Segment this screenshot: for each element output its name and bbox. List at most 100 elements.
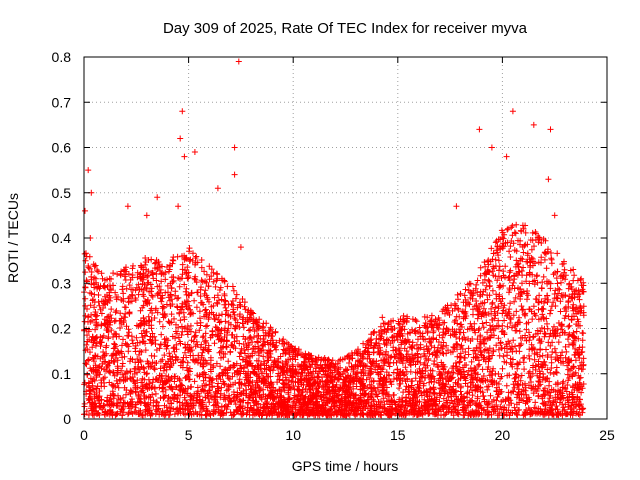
data-point	[119, 283, 126, 290]
data-point	[149, 391, 156, 398]
data-point	[227, 348, 234, 355]
data-point	[512, 230, 519, 237]
data-point	[493, 238, 500, 245]
data-point	[419, 333, 426, 340]
data-point	[573, 310, 580, 317]
data-point	[335, 408, 342, 415]
data-point	[186, 326, 193, 333]
data-point	[258, 370, 265, 377]
data-point	[416, 378, 423, 384]
data-point	[470, 306, 476, 313]
data-point	[140, 389, 147, 396]
data-point	[224, 329, 230, 336]
data-point	[357, 386, 364, 393]
data-point	[206, 263, 213, 270]
data-point	[122, 277, 129, 283]
data-point	[500, 240, 506, 247]
data-point	[548, 359, 555, 366]
data-point	[200, 333, 207, 340]
data-point	[331, 403, 338, 410]
data-point	[404, 330, 411, 337]
data-point	[375, 363, 382, 370]
data-point	[547, 342, 554, 349]
data-point	[440, 350, 447, 357]
data-point	[503, 341, 510, 348]
data-point	[349, 376, 356, 383]
data-point	[406, 398, 413, 404]
data-point	[90, 354, 96, 361]
data-point	[95, 268, 102, 275]
data-point	[125, 299, 132, 306]
data-point	[444, 302, 451, 309]
data-point	[530, 334, 536, 341]
data-point	[464, 371, 471, 378]
data-point	[467, 398, 473, 405]
data-point	[501, 358, 508, 365]
data-point	[483, 271, 490, 278]
data-point	[485, 257, 492, 264]
data-point	[539, 352, 546, 359]
data-point	[547, 310, 553, 317]
data-point	[342, 407, 348, 414]
data-point	[493, 247, 500, 254]
data-point	[151, 333, 158, 340]
data-point	[513, 411, 520, 418]
data-point	[507, 320, 514, 326]
data-point	[113, 411, 120, 418]
data-point	[563, 388, 570, 395]
data-point	[184, 390, 191, 397]
data-point	[524, 252, 531, 259]
data-point	[327, 378, 334, 385]
data-point	[270, 396, 277, 403]
data-point	[562, 312, 569, 319]
data-point	[513, 257, 520, 264]
data-point	[185, 269, 192, 276]
data-point	[325, 396, 332, 403]
data-point	[112, 309, 119, 316]
data-point	[493, 342, 500, 349]
data-point	[93, 385, 99, 392]
data-point	[156, 345, 163, 352]
data-point	[294, 396, 301, 403]
data-point	[484, 267, 491, 273]
data-point	[392, 399, 398, 406]
data-point	[143, 329, 150, 335]
data-point	[129, 337, 136, 344]
data-point	[198, 341, 205, 348]
data-point	[351, 349, 358, 356]
data-point	[568, 365, 575, 372]
data-point	[228, 301, 235, 308]
data-point	[349, 400, 356, 407]
data-point	[332, 386, 339, 393]
data-point	[134, 269, 141, 276]
data-point	[467, 280, 474, 287]
data-point	[267, 324, 274, 331]
data-point	[368, 403, 375, 410]
data-point	[300, 382, 307, 388]
data-point	[187, 396, 194, 403]
data-point	[506, 402, 512, 408]
data-point	[446, 404, 453, 411]
data-point	[507, 316, 514, 323]
data-point	[164, 398, 171, 404]
data-point	[492, 239, 499, 246]
data-point	[349, 355, 356, 362]
data-point	[482, 270, 489, 277]
data-point	[286, 412, 293, 418]
data-point	[182, 386, 189, 392]
data-point	[496, 267, 502, 274]
data-points	[81, 58, 587, 419]
data-point	[306, 352, 313, 359]
data-point	[204, 322, 211, 329]
data-point	[140, 314, 147, 321]
data-point	[495, 381, 502, 387]
data-point	[255, 339, 262, 346]
data-point	[242, 382, 249, 389]
data-point	[353, 383, 360, 390]
data-point	[541, 392, 548, 399]
data-point	[435, 379, 442, 386]
data-point	[506, 248, 513, 255]
data-point	[214, 333, 221, 340]
data-point	[424, 402, 431, 408]
data-point	[144, 358, 151, 365]
